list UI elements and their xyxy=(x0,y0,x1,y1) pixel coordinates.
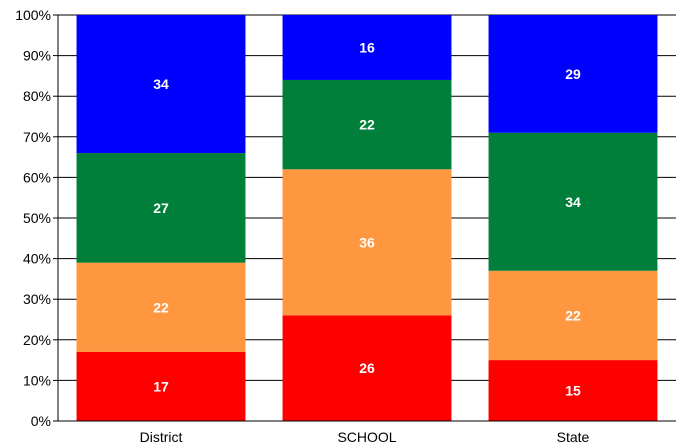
y-tick-label: 30% xyxy=(23,291,51,307)
bar-segment xyxy=(282,169,452,316)
data-label: 29 xyxy=(565,66,581,82)
y-tick-label: 40% xyxy=(23,251,51,267)
y-tick-label: 90% xyxy=(23,48,51,64)
bar-segment xyxy=(76,262,246,352)
data-label: 26 xyxy=(359,360,375,376)
data-label: 15 xyxy=(565,383,581,399)
y-tick-label: 50% xyxy=(23,210,51,226)
data-label: 22 xyxy=(153,299,169,315)
y-tick-label: 100% xyxy=(15,7,51,23)
y-tick-label: 70% xyxy=(23,129,51,145)
bar-segment xyxy=(282,79,452,170)
y-tick-label: 80% xyxy=(23,88,51,104)
data-label: 17 xyxy=(153,378,169,394)
data-labels: 17 22 27 34 26 36 22 16 15 22 34 29 xyxy=(153,39,581,398)
data-label: 22 xyxy=(565,307,581,323)
bar-segment xyxy=(76,153,246,263)
data-label: 34 xyxy=(565,194,581,210)
bar-segment xyxy=(488,360,658,421)
y-tick-label: 0% xyxy=(31,413,51,429)
bar-segment xyxy=(76,15,246,154)
x-tick-label: District xyxy=(140,429,183,445)
data-label: 27 xyxy=(153,200,169,216)
bar-segment xyxy=(488,132,658,271)
data-label: 36 xyxy=(359,234,375,250)
data-label: 16 xyxy=(359,39,375,55)
x-tick-label: SCHOOL xyxy=(337,429,396,445)
bar-segment xyxy=(282,15,452,80)
bar-segment xyxy=(76,351,246,421)
bar-segment xyxy=(488,270,658,361)
axes: 0% 10% 20% 30% 40% 50% 60% 70% 80% 90% 100% Distric… xyxy=(15,7,676,445)
bars xyxy=(76,15,658,421)
data-label: 22 xyxy=(359,117,375,133)
bar-segment xyxy=(488,15,658,133)
y-tick-label: 20% xyxy=(23,332,51,348)
data-label: 34 xyxy=(153,76,169,92)
y-tick-label: 10% xyxy=(23,372,51,388)
bar-segment xyxy=(282,315,452,421)
y-tick-label: 60% xyxy=(23,169,51,185)
x-tick-label: State xyxy=(557,429,590,445)
